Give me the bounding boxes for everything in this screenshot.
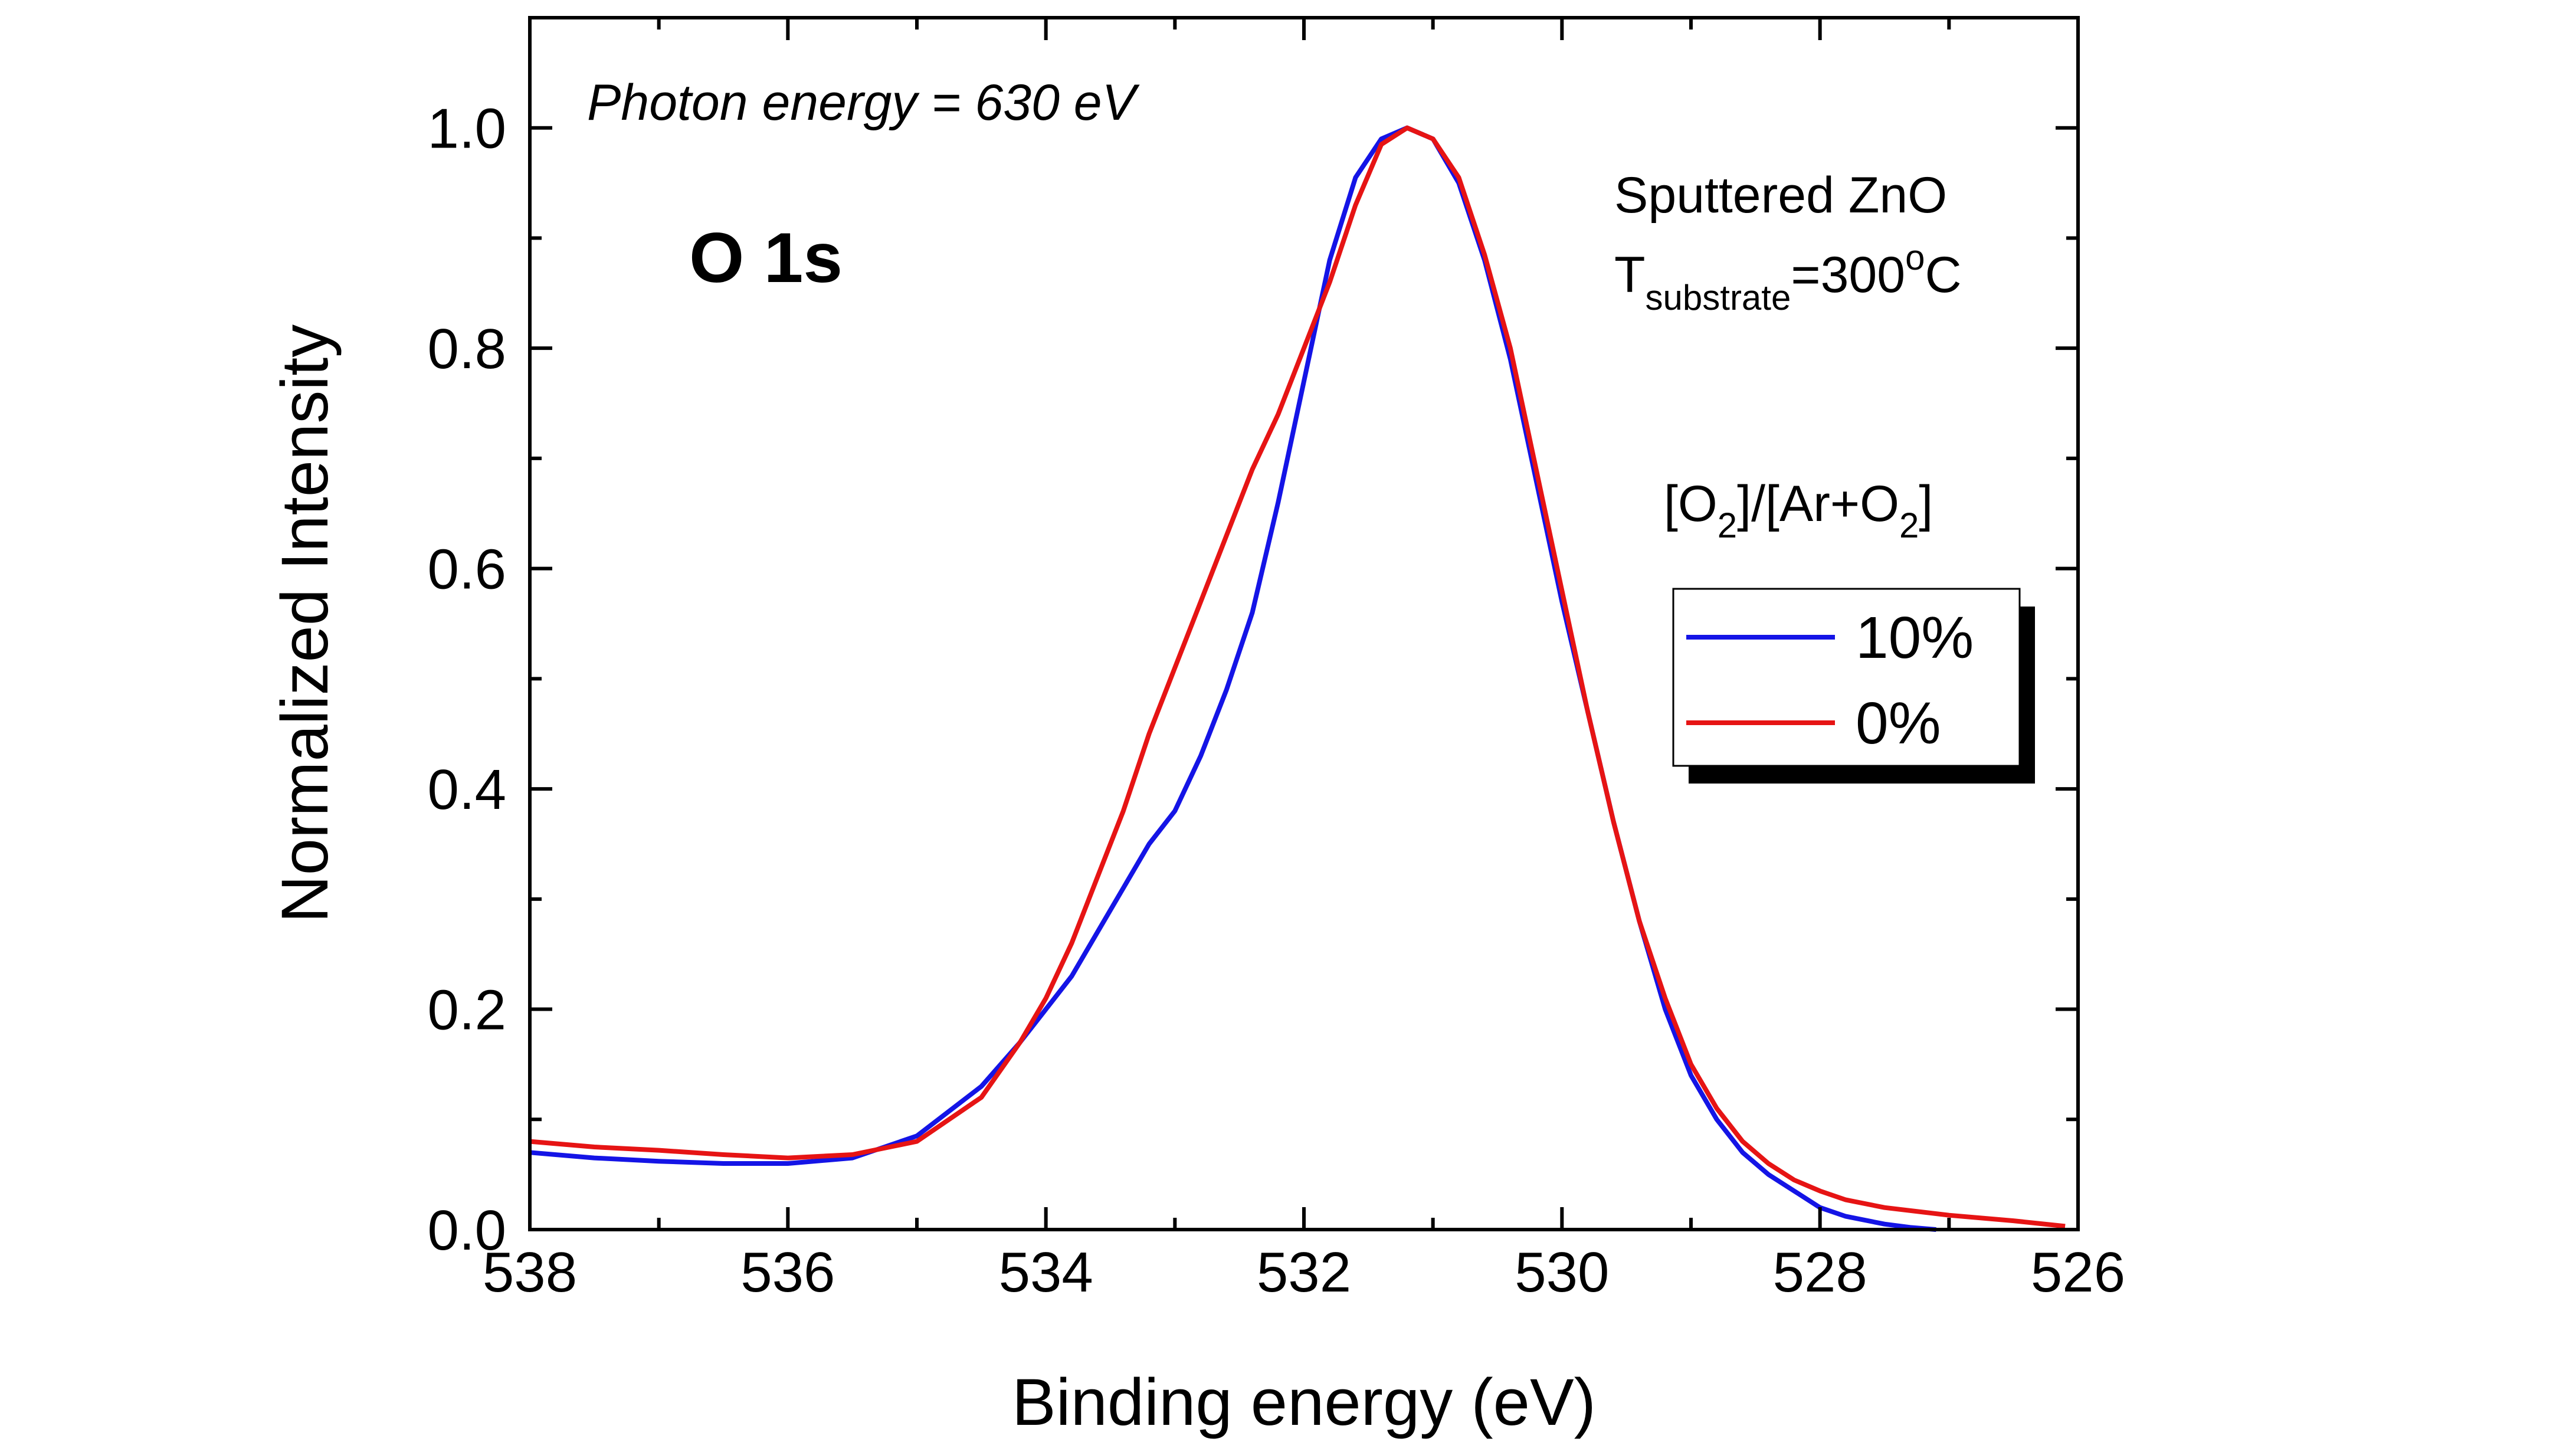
x-tick-label: 526 <box>2031 1241 2125 1304</box>
legend-title-suffix: ] <box>1919 476 1933 532</box>
x-tick-label: 532 <box>1257 1241 1351 1304</box>
y-axis-title: Normalized Intensity <box>268 325 342 923</box>
x-tick-label: 538 <box>483 1241 577 1304</box>
temperature-unit: C <box>1925 247 1961 303</box>
legend-title-sub1: 2 <box>1718 506 1737 545</box>
y-tick-label: 0.6 <box>428 538 506 601</box>
legend-box <box>1672 588 2021 767</box>
y-tick-label: 0.0 <box>428 1199 506 1262</box>
legend-title-middle: ]/[Ar+O <box>1737 476 1899 532</box>
y-tick-label: 0.4 <box>428 758 506 821</box>
temperature-annotation: Tsubstrate=300oC <box>1614 238 1962 317</box>
y-tick-label: 1.0 <box>428 97 506 160</box>
sample-annotation: Sputtered ZnO <box>1614 167 1947 224</box>
axis-ticks <box>528 16 2080 1231</box>
x-axis-title: Binding energy (eV) <box>1012 1365 1596 1439</box>
x-tick-label: 536 <box>740 1241 835 1304</box>
x-tick-label: 534 <box>999 1241 1093 1304</box>
axis-tick-labels: 538 536 534 532 530 528 526 0.0 0.2 0.4 0.6 0.8 1.0 <box>428 97 2126 1304</box>
temperature-subscript: substrate <box>1646 278 1791 317</box>
photon-energy-annotation: Photon energy = 630 eV <box>587 74 1140 131</box>
core-level-annotation: O 1s <box>689 218 843 297</box>
legend: 10% 0% <box>1672 588 2035 784</box>
temperature-degree: o <box>1905 238 1925 277</box>
legend-title: [O2]/[Ar+O2] <box>1664 476 1933 545</box>
series-line-10-percent <box>529 125 1936 1232</box>
temperature-value: =300 <box>1791 247 1905 303</box>
x-tick-label: 530 <box>1515 1241 1609 1304</box>
y-tick-label: 0.8 <box>428 317 506 381</box>
legend-label-0-percent: 0% <box>1856 690 1941 756</box>
y-tick-label: 0.2 <box>428 979 506 1042</box>
legend-title-prefix: [O <box>1664 476 1718 532</box>
x-tick-label: 528 <box>1773 1241 1867 1304</box>
series-line-0-percent <box>529 125 2066 1229</box>
series-lines <box>529 125 2066 1232</box>
temperature-symbol: T <box>1614 247 1646 303</box>
legend-label-10-percent: 10% <box>1856 605 1974 671</box>
legend-title-sub2: 2 <box>1899 506 1919 545</box>
